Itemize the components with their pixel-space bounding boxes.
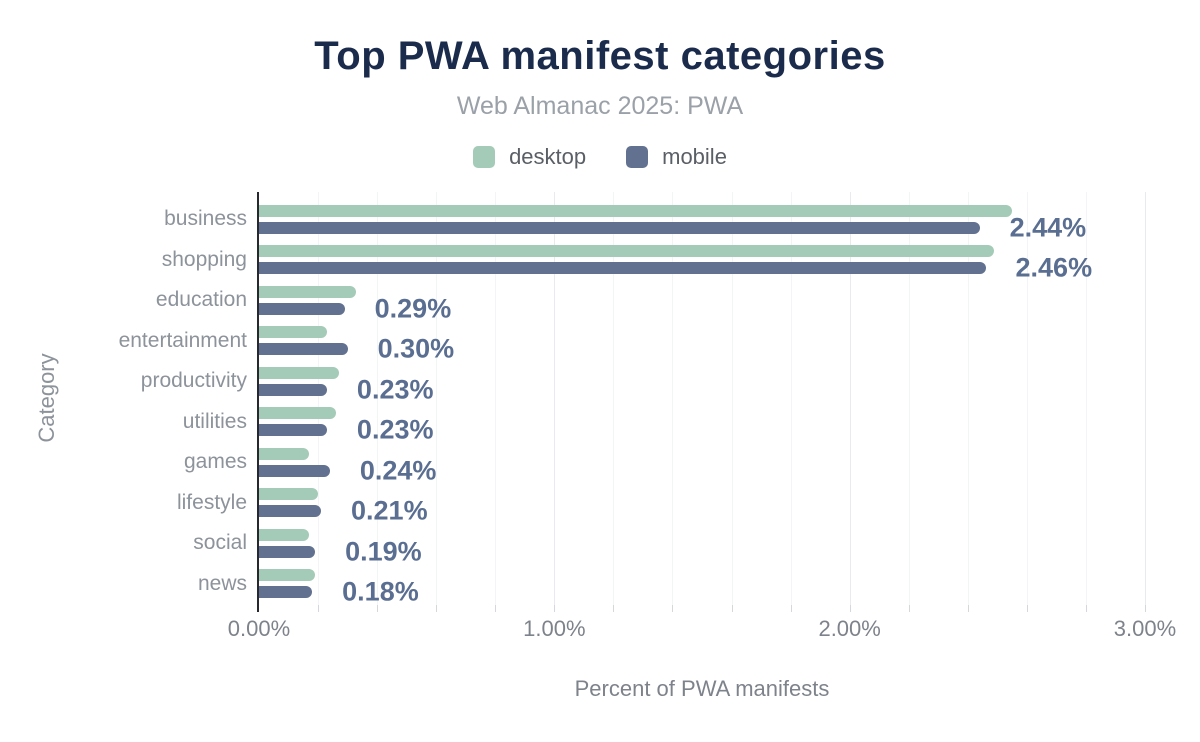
mobile-bar: [259, 424, 327, 437]
desktop-swatch-icon: [473, 146, 496, 168]
gridline-minor: [1026, 192, 1028, 605]
axis-tick: [849, 605, 851, 612]
axis-tick: [1145, 605, 1146, 612]
x-tick-label: 1.00%: [523, 616, 586, 641]
x-tick-label: 3.00%: [1113, 616, 1177, 641]
desktop-bar: [259, 285, 357, 298]
mobile-bar: [259, 221, 980, 234]
value-label: 0.24%: [359, 455, 437, 486]
gridline-major: [554, 192, 556, 605]
chart-subtitle: Web Almanac 2025: PWA: [456, 92, 744, 120]
value-label: 0.18%: [342, 576, 419, 607]
axis-tick: [790, 605, 792, 612]
gridline-minor: [613, 192, 615, 605]
mobile-bar: [259, 383, 327, 396]
category-row: education 0.29%: [156, 280, 1145, 324]
axis-tick: [377, 605, 379, 612]
axis-tick: [908, 605, 910, 612]
axis-tick: [731, 605, 733, 612]
axis-tick: [613, 605, 615, 612]
gridline-minor: [731, 192, 733, 605]
category-label: news: [197, 571, 247, 595]
mobile-bar: [259, 262, 986, 275]
category-row: business 2.44%: [164, 199, 1145, 243]
category-label: lifestyle: [176, 490, 247, 514]
gridline-minor: [495, 192, 497, 605]
x-tick-label: 2.00%: [818, 616, 881, 641]
mobile-bar: [259, 464, 330, 477]
value-label: 0.21%: [351, 495, 428, 526]
axis-tick: [436, 605, 438, 612]
y-axis-line: [257, 192, 259, 612]
gridline-minor: [908, 192, 910, 605]
gridline-minor: [790, 192, 792, 605]
category-label: games: [183, 450, 247, 474]
axis-tick: [672, 605, 674, 612]
value-label: 0.30%: [377, 333, 455, 364]
value-label: 0.23%: [356, 414, 434, 445]
category-row: entertainment 0.30%: [119, 321, 1145, 364]
desktop-bar: [259, 366, 339, 379]
legend: desktop mobile: [0, 144, 1200, 170]
gridline-minor: [672, 192, 674, 605]
value-label: 0.23%: [356, 374, 434, 405]
desktop-bar: [259, 245, 995, 258]
plot-area: 0.00% 1.00% 2.00% 3.00% business 2.44% shoppin…: [119, 192, 1176, 641]
x-axis-title: Percent of PWA manifests: [574, 676, 830, 701]
value-label: 2.44%: [1009, 212, 1087, 243]
category-row: social 0.19%: [193, 523, 1145, 567]
desktop-bar: [259, 204, 1013, 217]
category-label: productivity: [140, 369, 247, 393]
axis-tick: [495, 605, 497, 612]
legend-item-mobile[interactable]: mobile: [626, 144, 727, 170]
category-row: utilities 0.23%: [183, 402, 1145, 445]
category-label: entertainment: [118, 328, 247, 352]
gridline-minor: [436, 192, 438, 605]
axis-tick: [554, 605, 556, 612]
legend-label-desktop: desktop: [509, 144, 587, 169]
category-label: utilities: [182, 409, 247, 433]
axis-tick: [318, 605, 320, 612]
mobile-bar: [259, 545, 316, 558]
desktop-bar: [259, 326, 327, 339]
mobile-bar: [259, 505, 322, 518]
category-row: shopping 2.46%: [162, 240, 1145, 283]
gridline-minor: [967, 192, 969, 605]
category-label: social: [193, 531, 247, 555]
gridline-minor: [1085, 192, 1087, 605]
category-label: business: [164, 207, 247, 231]
axis-tick: [1026, 605, 1028, 612]
chart-title: Top PWA manifest categories: [314, 34, 886, 78]
mobile-swatch-icon: [626, 146, 649, 168]
mobile-bar: [259, 302, 345, 315]
value-label: 2.46%: [1015, 252, 1093, 283]
gridline-minor: [377, 192, 379, 605]
legend-label-mobile: mobile: [662, 144, 727, 169]
value-label: 0.29%: [374, 293, 452, 324]
category-row: lifestyle 0.21%: [177, 483, 1145, 526]
category-label: education: [155, 288, 247, 312]
y-axis-title: Category: [34, 353, 59, 443]
category-row: news 0.18%: [198, 564, 1145, 607]
category-row: productivity 0.23%: [141, 361, 1145, 405]
gridline-major: [1145, 192, 1146, 605]
desktop-bar: [259, 569, 316, 582]
axis-tick: [967, 605, 969, 612]
category-label: shopping: [161, 247, 247, 271]
desktop-bar: [259, 447, 310, 460]
desktop-bar: [259, 488, 319, 501]
category-row: games 0.24%: [184, 442, 1145, 486]
gridline-major: [849, 192, 851, 605]
mobile-bar: [259, 586, 313, 599]
gridline-minor: [318, 192, 320, 605]
desktop-bar: [259, 528, 310, 541]
axis-tick: [1085, 605, 1087, 612]
desktop-bar: [259, 407, 336, 420]
mobile-bar: [259, 343, 348, 356]
x-tick-label: 0.00%: [227, 616, 291, 641]
legend-item-desktop[interactable]: desktop: [473, 144, 586, 170]
value-label: 0.19%: [345, 536, 422, 567]
